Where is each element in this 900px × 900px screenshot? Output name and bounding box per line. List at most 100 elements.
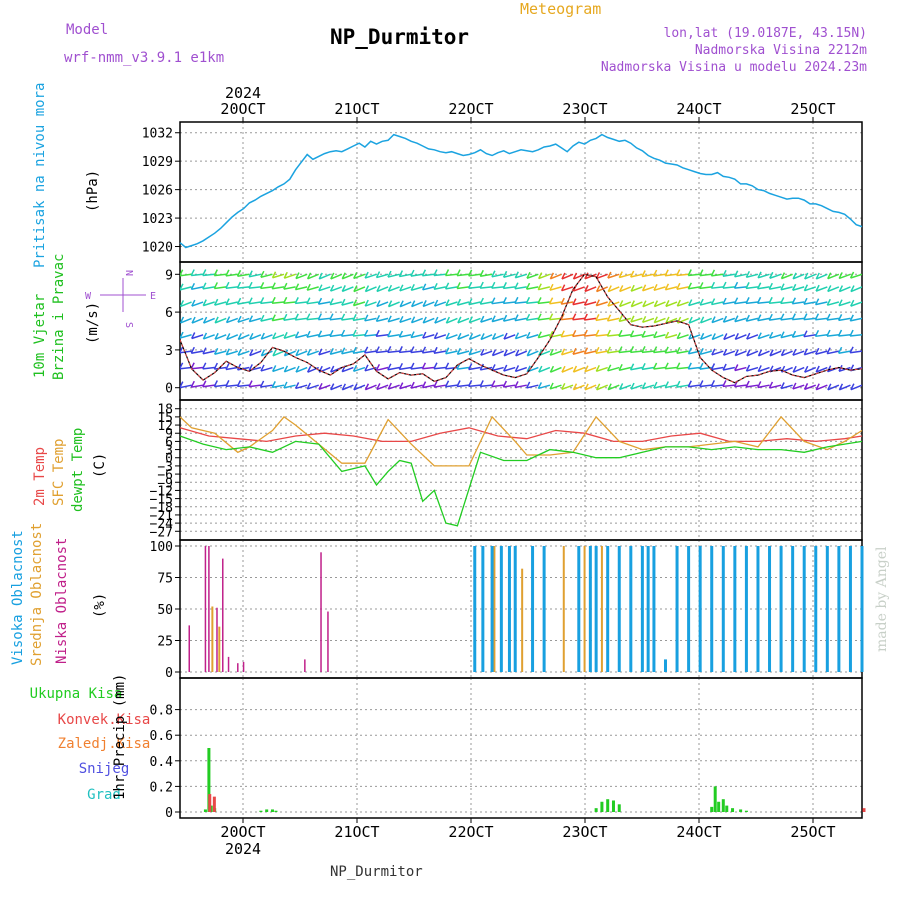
wind-barb-flag [329, 284, 335, 292]
wind-barb [596, 273, 608, 280]
wind-barb [688, 273, 701, 277]
wind-barb [804, 350, 816, 356]
wind-barb [607, 384, 620, 391]
wind-barb-flag [502, 380, 508, 388]
wind-barb-flag [722, 380, 727, 387]
wind-barb-flag [583, 313, 588, 321]
wind-barb-flag [236, 363, 242, 371]
wind-barb [295, 273, 308, 280]
precip-ylabel: 1hr Precip (mm) [112, 674, 128, 800]
wind-barb [480, 384, 493, 388]
wind-barb [341, 286, 354, 293]
wind-barb-flag [629, 330, 635, 337]
wind-barb [827, 301, 840, 306]
wind-barb-flag [595, 329, 600, 337]
wind-barb-flag [445, 347, 450, 355]
wind-barb-flag [826, 347, 831, 355]
wind-barb-flag [340, 313, 346, 321]
wind-barb [653, 366, 666, 370]
wind-barb-flag [480, 333, 485, 340]
wind-barb [561, 317, 574, 321]
wind-barb-flag [340, 329, 346, 337]
precip-bar [274, 810, 278, 812]
wind-barb [688, 334, 701, 340]
wind-barb [745, 384, 759, 388]
wind-barb [792, 384, 805, 390]
wind-barb-flag [733, 270, 739, 278]
wind-barb-flag [561, 383, 566, 390]
cloud-bar [629, 546, 633, 672]
wind-barb-flag [745, 364, 751, 372]
wind-barb [191, 334, 204, 340]
wind-barb-flag [792, 382, 797, 390]
wind-barb-flag [804, 272, 809, 280]
wind-barb [468, 286, 481, 289]
wind-barb [364, 301, 377, 307]
wind-barb-flag [710, 380, 716, 387]
wind-barb-flag [213, 298, 219, 306]
wind-barb [457, 350, 470, 355]
wind-barb [214, 334, 227, 340]
wind-barb-flag [618, 271, 623, 278]
wind-barb [804, 366, 817, 373]
cloud-ylabel-low: Niska Oblacnost [54, 538, 70, 664]
wind-barb-flag [433, 282, 438, 290]
wind-barb [676, 366, 689, 370]
wind-barb [618, 317, 631, 323]
wind-barb-flag [306, 330, 311, 338]
wind-barb [388, 301, 400, 308]
wind-barb [283, 334, 296, 339]
wind-barb-flag [364, 285, 370, 292]
wind-barb [306, 317, 319, 321]
wind-barb [272, 384, 285, 389]
wind-barb [573, 384, 585, 391]
wind-barb [618, 334, 631, 337]
y-tick-label: −21 [150, 509, 173, 524]
wind-barb [399, 301, 412, 308]
wind-barb [237, 286, 250, 289]
wind-barb [191, 350, 204, 354]
precip-bar [862, 808, 866, 812]
wind-barb [214, 350, 227, 355]
wind-barb [341, 350, 354, 355]
wind-barb-flag [491, 364, 496, 371]
wind-barb [180, 350, 192, 354]
wind-barb [515, 366, 528, 373]
wind-barb-flag [260, 332, 265, 340]
wind-barb [180, 367, 181, 369]
wind-barb [722, 366, 735, 371]
wind-barb [538, 273, 551, 280]
wind-barb [584, 366, 597, 373]
wind-barb [665, 334, 678, 339]
y-tick-label: 0 [165, 806, 173, 821]
wind-barb-flag [180, 269, 184, 277]
wind-barb-flag [652, 269, 658, 277]
panel-frame [179, 261, 863, 401]
wind-barb [330, 350, 343, 355]
wind-barb [445, 273, 458, 277]
wind-barb-flag [456, 298, 462, 306]
wind-barb-flag [364, 364, 369, 372]
cloud-bar [513, 546, 517, 672]
wind-barb-flag [318, 348, 323, 356]
wind-barb [826, 350, 840, 355]
cloud-bar [756, 546, 760, 672]
wind-barb [549, 286, 562, 291]
wind-barb-flag [629, 363, 635, 371]
wind-barb [457, 334, 470, 340]
wind-barb [572, 301, 585, 306]
y-tick-label: 0.4 [150, 755, 174, 770]
wind-barb [295, 350, 308, 357]
y-tick-label: 1023 [142, 212, 173, 227]
wind-barb-flag [850, 299, 855, 307]
wind-barb [514, 384, 527, 389]
wind-barb-flag [306, 272, 312, 280]
y-tick-label: 3 [165, 444, 173, 459]
wind-barb [237, 301, 250, 305]
wind-barb [353, 301, 366, 307]
wind-barb [284, 366, 296, 373]
wind-barb [561, 366, 574, 373]
wind-barb-flag [180, 316, 185, 324]
wind-barb [838, 273, 851, 280]
wind-barb-flag [815, 347, 820, 355]
